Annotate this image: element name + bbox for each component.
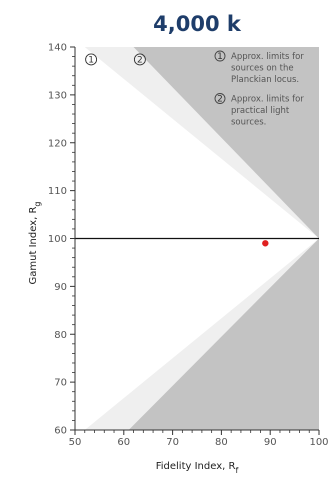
- legend: 1 Approx. limits for sources on thePlancki…: [214, 50, 304, 128]
- chart-title: 4,000 k: [153, 12, 242, 36]
- region-marker-2: 2: [133, 53, 146, 66]
- data-point: [262, 240, 269, 247]
- y-tick-label: 120: [48, 138, 67, 149]
- legend-text-line: sources on the: [231, 64, 294, 74]
- region-practical-lower: [128, 238, 319, 430]
- y-tick-label: 130: [48, 90, 67, 101]
- y-axis-label: Gamut Index, Rg: [28, 202, 42, 285]
- y-tick-label: 90: [54, 282, 67, 293]
- x-tick-label: 100: [309, 437, 328, 448]
- legend-marker-text: 2: [217, 95, 223, 105]
- legend-entry-1: 1 Approx. limits for sources on thePlancki…: [214, 50, 304, 85]
- regions-layer: [84, 47, 319, 430]
- legend-marker-circle: [214, 50, 226, 62]
- x-tick-label: 70: [166, 437, 179, 448]
- x-tick-label: 50: [69, 437, 82, 448]
- y-tick-label: 80: [54, 330, 67, 341]
- region-marker-circle: [85, 53, 98, 66]
- legend-marker-text: 1: [217, 52, 223, 62]
- y-tick-label: 70: [54, 378, 67, 389]
- x-axis-label: Fidelity Index, Rf: [156, 461, 239, 475]
- legend-text-line: Planckian locus.: [231, 75, 299, 85]
- x-tick-label: 90: [264, 437, 277, 448]
- legend-text-line: Approx. limits for: [231, 95, 304, 105]
- legend-text-line: Approx. limits for: [231, 52, 304, 62]
- legend-marker-circle: [214, 93, 226, 104]
- region-marker-circle: [133, 53, 146, 66]
- region-marker-1: 1: [85, 53, 98, 66]
- region-marker-text: 2: [137, 55, 143, 65]
- region-marker-text: 1: [88, 55, 94, 65]
- x-tick-label: 60: [117, 437, 130, 448]
- legend-text-line: practical light: [231, 106, 290, 116]
- x-tick-label: 80: [215, 437, 228, 448]
- y-tick-label: 140: [48, 43, 67, 54]
- points-layer: [262, 240, 269, 247]
- y-tick-label: 110: [48, 186, 67, 197]
- y-tick-label: 60: [54, 426, 67, 437]
- legend-text-line: sources.: [231, 118, 266, 128]
- region-practical-upper: [133, 47, 319, 239]
- y-tick-label: 100: [48, 234, 67, 245]
